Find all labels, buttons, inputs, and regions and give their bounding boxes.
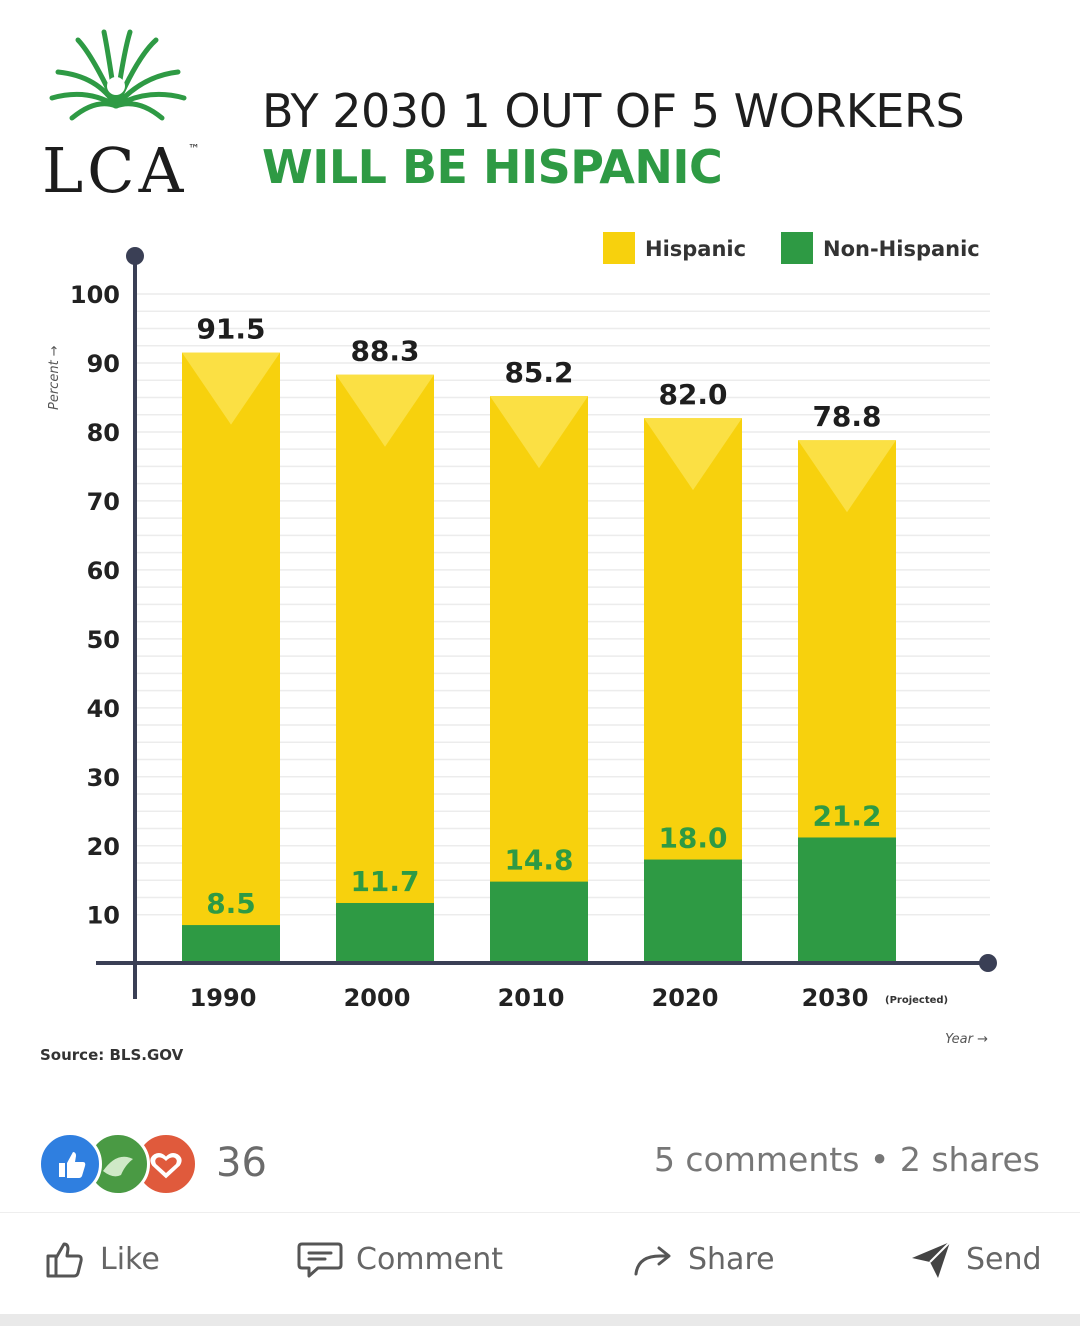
x-tick-label: 2030 bbox=[802, 984, 869, 1012]
bar-non-hispanic bbox=[336, 374, 434, 963]
y-tick-label: 60 bbox=[87, 557, 120, 585]
comments-shares-count[interactable]: 5 comments • 2 shares bbox=[653, 1140, 1040, 1179]
y-tick-label: 30 bbox=[87, 764, 120, 792]
legend-label: Non-Hispanic bbox=[823, 237, 980, 261]
y-tick-label: 100 bbox=[70, 281, 120, 309]
bar-hispanic bbox=[798, 837, 896, 963]
reactions-summary[interactable]: 36 bbox=[38, 1132, 288, 1196]
comment-label: Comment bbox=[356, 1241, 503, 1277]
projected-note: (Projected) bbox=[885, 995, 948, 1006]
value-label-non-hispanic: 85.2 bbox=[504, 356, 573, 389]
send-button[interactable]: Send bbox=[908, 1234, 1042, 1284]
y-axis-cap bbox=[126, 247, 144, 265]
thumbs-up-icon bbox=[46, 1242, 83, 1278]
bars bbox=[182, 352, 896, 963]
y-tick-label: 50 bbox=[87, 626, 120, 654]
palm-icon bbox=[49, 29, 187, 121]
like-reaction-icon bbox=[38, 1132, 102, 1196]
value-label-hispanic: 14.8 bbox=[504, 844, 573, 877]
value-label-hispanic: 21.2 bbox=[812, 799, 881, 832]
y-axis-label: Percent → bbox=[47, 345, 62, 410]
bar-highlight bbox=[182, 352, 280, 425]
chart-title-line2: WILL BE HISPANIC bbox=[262, 140, 723, 194]
value-label-non-hispanic: 88.3 bbox=[350, 335, 419, 368]
like-label: Like bbox=[100, 1241, 160, 1277]
bar-non-hispanic bbox=[490, 396, 588, 963]
y-tick-label: 10 bbox=[87, 902, 120, 930]
bar-highlight bbox=[798, 440, 896, 513]
value-label-non-hispanic: 78.8 bbox=[812, 400, 881, 433]
share-arrow-icon bbox=[634, 1246, 671, 1276]
value-label-hispanic: 18.0 bbox=[658, 822, 727, 855]
reaction-count: 36 bbox=[216, 1140, 267, 1186]
bar-highlight bbox=[644, 418, 742, 491]
value-labels: 91.5 8.5 1990 88.3 11.7 2000 85.2 14.8 2010 82.0 1… bbox=[190, 313, 949, 1012]
x-tick-label: 2000 bbox=[344, 984, 411, 1012]
x-tick-label: 1990 bbox=[190, 984, 257, 1012]
value-label-hispanic: 11.7 bbox=[350, 865, 419, 898]
trademark: ™ bbox=[188, 142, 200, 156]
y-tick-label: 20 bbox=[87, 833, 120, 861]
share-label: Share bbox=[688, 1241, 775, 1277]
y-tick-label: 80 bbox=[87, 419, 120, 447]
bar-hispanic bbox=[490, 881, 588, 963]
bar-hispanic bbox=[336, 902, 434, 963]
divider bbox=[0, 1212, 1080, 1213]
value-label-non-hispanic: 82.0 bbox=[658, 378, 727, 411]
x-tick-label: 2010 bbox=[498, 984, 565, 1012]
share-button[interactable]: Share bbox=[630, 1234, 775, 1284]
bar-highlight bbox=[336, 374, 434, 447]
legend: Hispanic Non-Hispanic bbox=[603, 232, 980, 264]
legend-swatch bbox=[781, 232, 813, 264]
lca-logo: LCA ™ bbox=[38, 26, 208, 207]
x-tick-label: 2020 bbox=[652, 984, 719, 1012]
x-axis-cap bbox=[979, 954, 997, 972]
y-tick-label: 70 bbox=[87, 488, 120, 516]
bar-hispanic bbox=[644, 859, 742, 963]
chart-title-line1: BY 2030 1 OUT OF 5 WORKERS bbox=[262, 84, 965, 138]
like-button[interactable]: Like bbox=[42, 1234, 160, 1284]
legend-swatch bbox=[603, 232, 635, 264]
logo-text: LCA bbox=[42, 134, 188, 207]
bar-hispanic bbox=[182, 925, 280, 963]
source-note: Source: BLS.GOV bbox=[40, 1046, 184, 1064]
send-plane-icon bbox=[912, 1241, 951, 1278]
bar-non-hispanic bbox=[182, 352, 280, 963]
bar-chart: 91.58.5199088.311.7200085.214.8201082.01… bbox=[47, 232, 997, 1047]
comment-icon bbox=[297, 1242, 343, 1278]
x-axis-label: Year → bbox=[945, 1032, 988, 1047]
value-label-non-hispanic: 91.5 bbox=[196, 313, 265, 346]
bar-highlight bbox=[490, 396, 588, 469]
y-tick-label: 90 bbox=[87, 350, 120, 378]
send-label: Send bbox=[966, 1241, 1042, 1277]
comment-button[interactable]: Comment bbox=[296, 1234, 503, 1284]
bottom-strip bbox=[0, 1314, 1080, 1326]
y-tick-label: 40 bbox=[87, 695, 120, 723]
legend-label: Hispanic bbox=[645, 237, 746, 261]
value-label-hispanic: 8.5 bbox=[206, 887, 256, 920]
